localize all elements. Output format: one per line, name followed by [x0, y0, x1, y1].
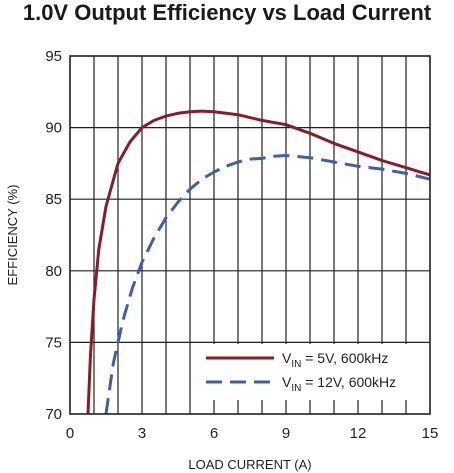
- plot-frame: [69, 55, 431, 415]
- series-line-vin-12v: [104, 154, 431, 415]
- y-tick-label: 75: [45, 334, 62, 351]
- x-tick-label: 9: [282, 425, 290, 442]
- tick-label-layer: 0 3 6 9 12 15 70 75 80 85 90 95: [45, 48, 438, 442]
- series-line-vin-5v: [86, 109, 431, 415]
- y-tick-label: 95: [45, 48, 62, 65]
- x-tick-label: 3: [138, 425, 146, 442]
- legend-background: [200, 344, 425, 400]
- series-layer: [86, 109, 431, 415]
- y-tick-label: 80: [45, 263, 62, 280]
- y-tick-label: 90: [45, 120, 62, 137]
- y-tick-label: 70: [45, 406, 62, 423]
- y-tick-label: 85: [45, 191, 62, 208]
- x-tick-label: 12: [350, 425, 367, 442]
- x-tick-label: 6: [210, 425, 218, 442]
- legend: VIN = 5V, 600kHz VIN = 12V, 600kHz: [200, 344, 425, 400]
- legend-label-vin-12v: VIN = 12V, 600kHz: [282, 374, 396, 394]
- x-axis-label: LOAD CURRENT (A): [188, 457, 311, 472]
- x-tick-label: 0: [66, 425, 74, 442]
- x-tick-label: 15: [422, 425, 439, 442]
- y-axis-label: EFFICIENCY (%): [5, 185, 20, 286]
- chart-title: 1.0V Output Efficiency vs Load Current: [23, 0, 432, 25]
- plot-frame-layer: [69, 55, 431, 415]
- legend-label-vin-5v: VIN = 5V, 600kHz: [282, 350, 388, 370]
